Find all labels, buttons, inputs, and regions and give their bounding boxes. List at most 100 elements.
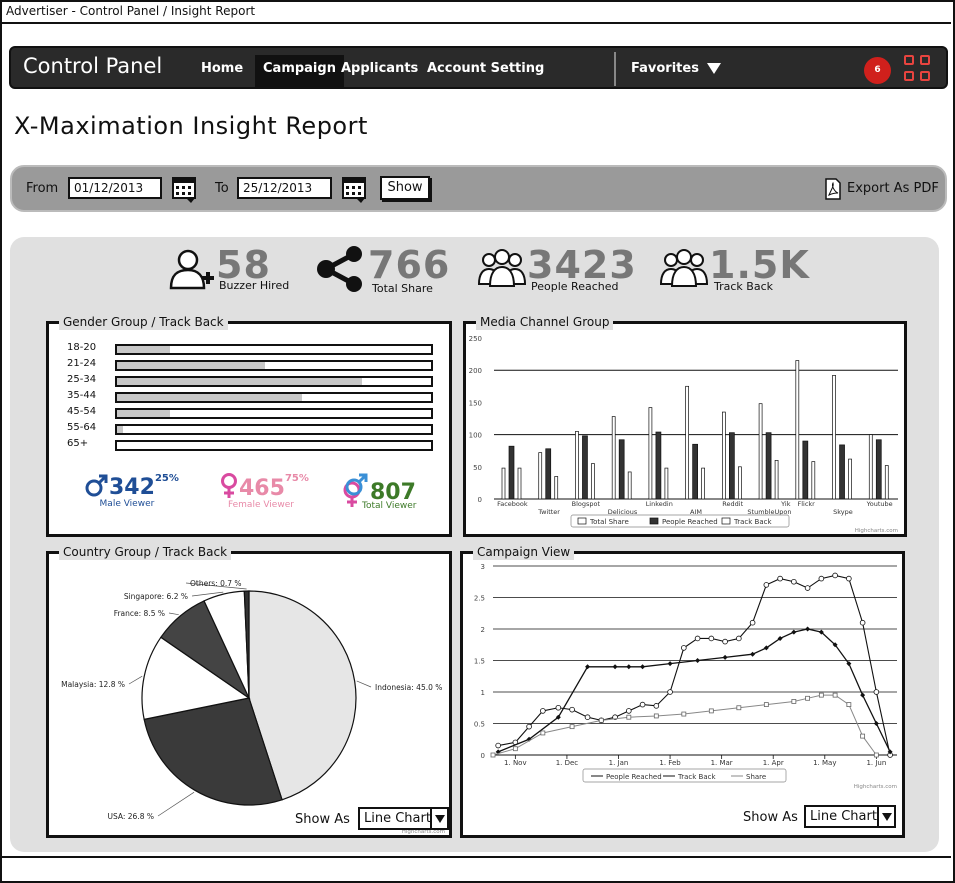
age-group-label: 65+ [67,438,89,449]
pie-slice-label: France: 8.5 % [114,609,165,618]
group-icon [659,249,709,287]
bar-track-back [591,463,595,500]
pie-slice [143,697,283,806]
y-tick-label: 250 [469,335,482,343]
from-date-input[interactable]: 01/12/2013 [68,177,162,199]
point-people-reached [540,708,546,714]
favorites-dropdown[interactable]: Favorites [631,55,721,83]
country-card-title: Country Group / Track Back [59,544,232,560]
female-viewer-value: 465 [239,476,285,501]
stat-value: 766 [368,243,451,287]
bar-track-back [811,461,816,500]
brand-title[interactable]: Control Panel [23,54,163,78]
legend-label: People Reached [606,773,662,781]
point-people-reached [777,575,783,582]
country-chart-type-select[interactable]: Line Chart [358,807,449,830]
bar-track-back [884,465,889,500]
x-tick-label: AIM [690,508,702,516]
chart-legend: People Reached Track Back Share [582,768,787,783]
point-track-back [555,714,561,720]
notification-badge[interactable]: 6 [864,57,891,84]
y-tick-label: 100 [469,432,482,440]
legend-label: Track Back [733,518,772,526]
age-group-bar-fill [117,394,303,401]
point-track-back [667,661,673,667]
chart-credit: Highcharts.com [854,784,897,790]
point-track-back [832,642,838,648]
apps-grid-icon[interactable] [904,55,934,85]
campaign-chart-type-select[interactable]: Line Chart [804,805,896,828]
age-group-row: 18-20 [67,342,435,355]
point-track-back [750,651,756,657]
to-label: To [215,181,229,196]
chevron-down-icon [430,809,447,828]
calendar-icon[interactable] [342,177,366,203]
bar-track-back [627,471,632,500]
group-icon [477,249,527,287]
point-share [540,730,546,736]
age-group-label: 35-44 [67,390,97,401]
stat-caption: Buzzer Hired [219,279,290,292]
gender-card-title: Gender Group / Track Back [59,314,228,330]
nav-account-setting[interactable]: Account Setting [427,61,545,76]
nav-home[interactable]: Home [201,61,244,76]
export-pdf-button[interactable]: Export As PDF [825,177,939,201]
point-people-reached [708,635,715,642]
x-tick-label: 1. Jun [866,759,886,767]
age-group-row: 25-34 [67,374,435,387]
age-group-row: 65+ [67,438,435,451]
country-show-as-label: Show As [295,812,350,827]
point-track-back [873,721,879,726]
point-people-reached [859,619,866,626]
y-tick-label: 200 [469,367,482,375]
to-date-input[interactable]: 25/12/2013 [237,177,332,199]
age-group-label: 45-54 [67,406,97,417]
gender-both-icon [343,473,368,507]
total-viewer-label: Total Viewer [362,501,417,511]
nav-campaign[interactable]: Campaign [255,55,344,87]
age-group-row: 45-54 [67,406,435,419]
age-group-row: 21-24 [67,358,435,371]
y-tick-label: 1.5 [474,658,485,666]
campaign-card-title: Campaign View [473,544,575,560]
media-card-title: Media Channel Group [476,314,614,330]
point-people-reached [526,723,532,730]
calendar-icon[interactable] [172,177,196,203]
age-group-bar [115,408,433,419]
male-viewer-pct: 25% [154,473,179,484]
bar-track-back [738,466,742,500]
x-tick-label: Skype [833,508,853,516]
pie-slice-label: Others: 0.7 % [190,579,242,588]
bar-track-back [664,467,669,500]
bar-track-back [774,460,779,500]
bar-total-share [685,385,689,500]
campaign-chart-type-value: Line Chart [810,809,877,824]
x-tick-label: 1. Jan [609,759,629,767]
campaign-show-as-label: Show As [743,810,798,825]
x-tick-label: Youtube [866,500,893,508]
y-tick-label: 0.5 [474,721,485,729]
point-track-back [805,626,811,632]
point-track-back [640,664,646,670]
nav-applicants[interactable]: Applicants [341,61,419,76]
legend-label: Track Back [677,773,716,781]
point-people-reached [667,689,673,695]
age-group-label: 25-34 [67,374,97,385]
age-group-bar-fill [117,362,265,369]
x-tick-label: Yik [780,500,791,508]
add-user-icon [169,249,214,290]
age-group-bar [115,392,433,403]
point-people-reached [569,706,575,713]
point-track-back [846,661,852,667]
point-share [860,733,866,739]
bar-total-share [795,360,800,500]
bar-total-share [648,407,653,500]
show-button[interactable]: Show [380,176,430,200]
x-tick-label: Linkedin [646,500,673,508]
x-tick-label: Blogspot [572,500,601,508]
chart-credit: Highcharts.com [402,829,445,835]
age-group-bar [115,424,433,435]
age-group-bar-fill [117,426,124,433]
point-people-reached [681,645,687,651]
country-card: Country Group / Track Back Indonesia: 45… [46,544,452,838]
